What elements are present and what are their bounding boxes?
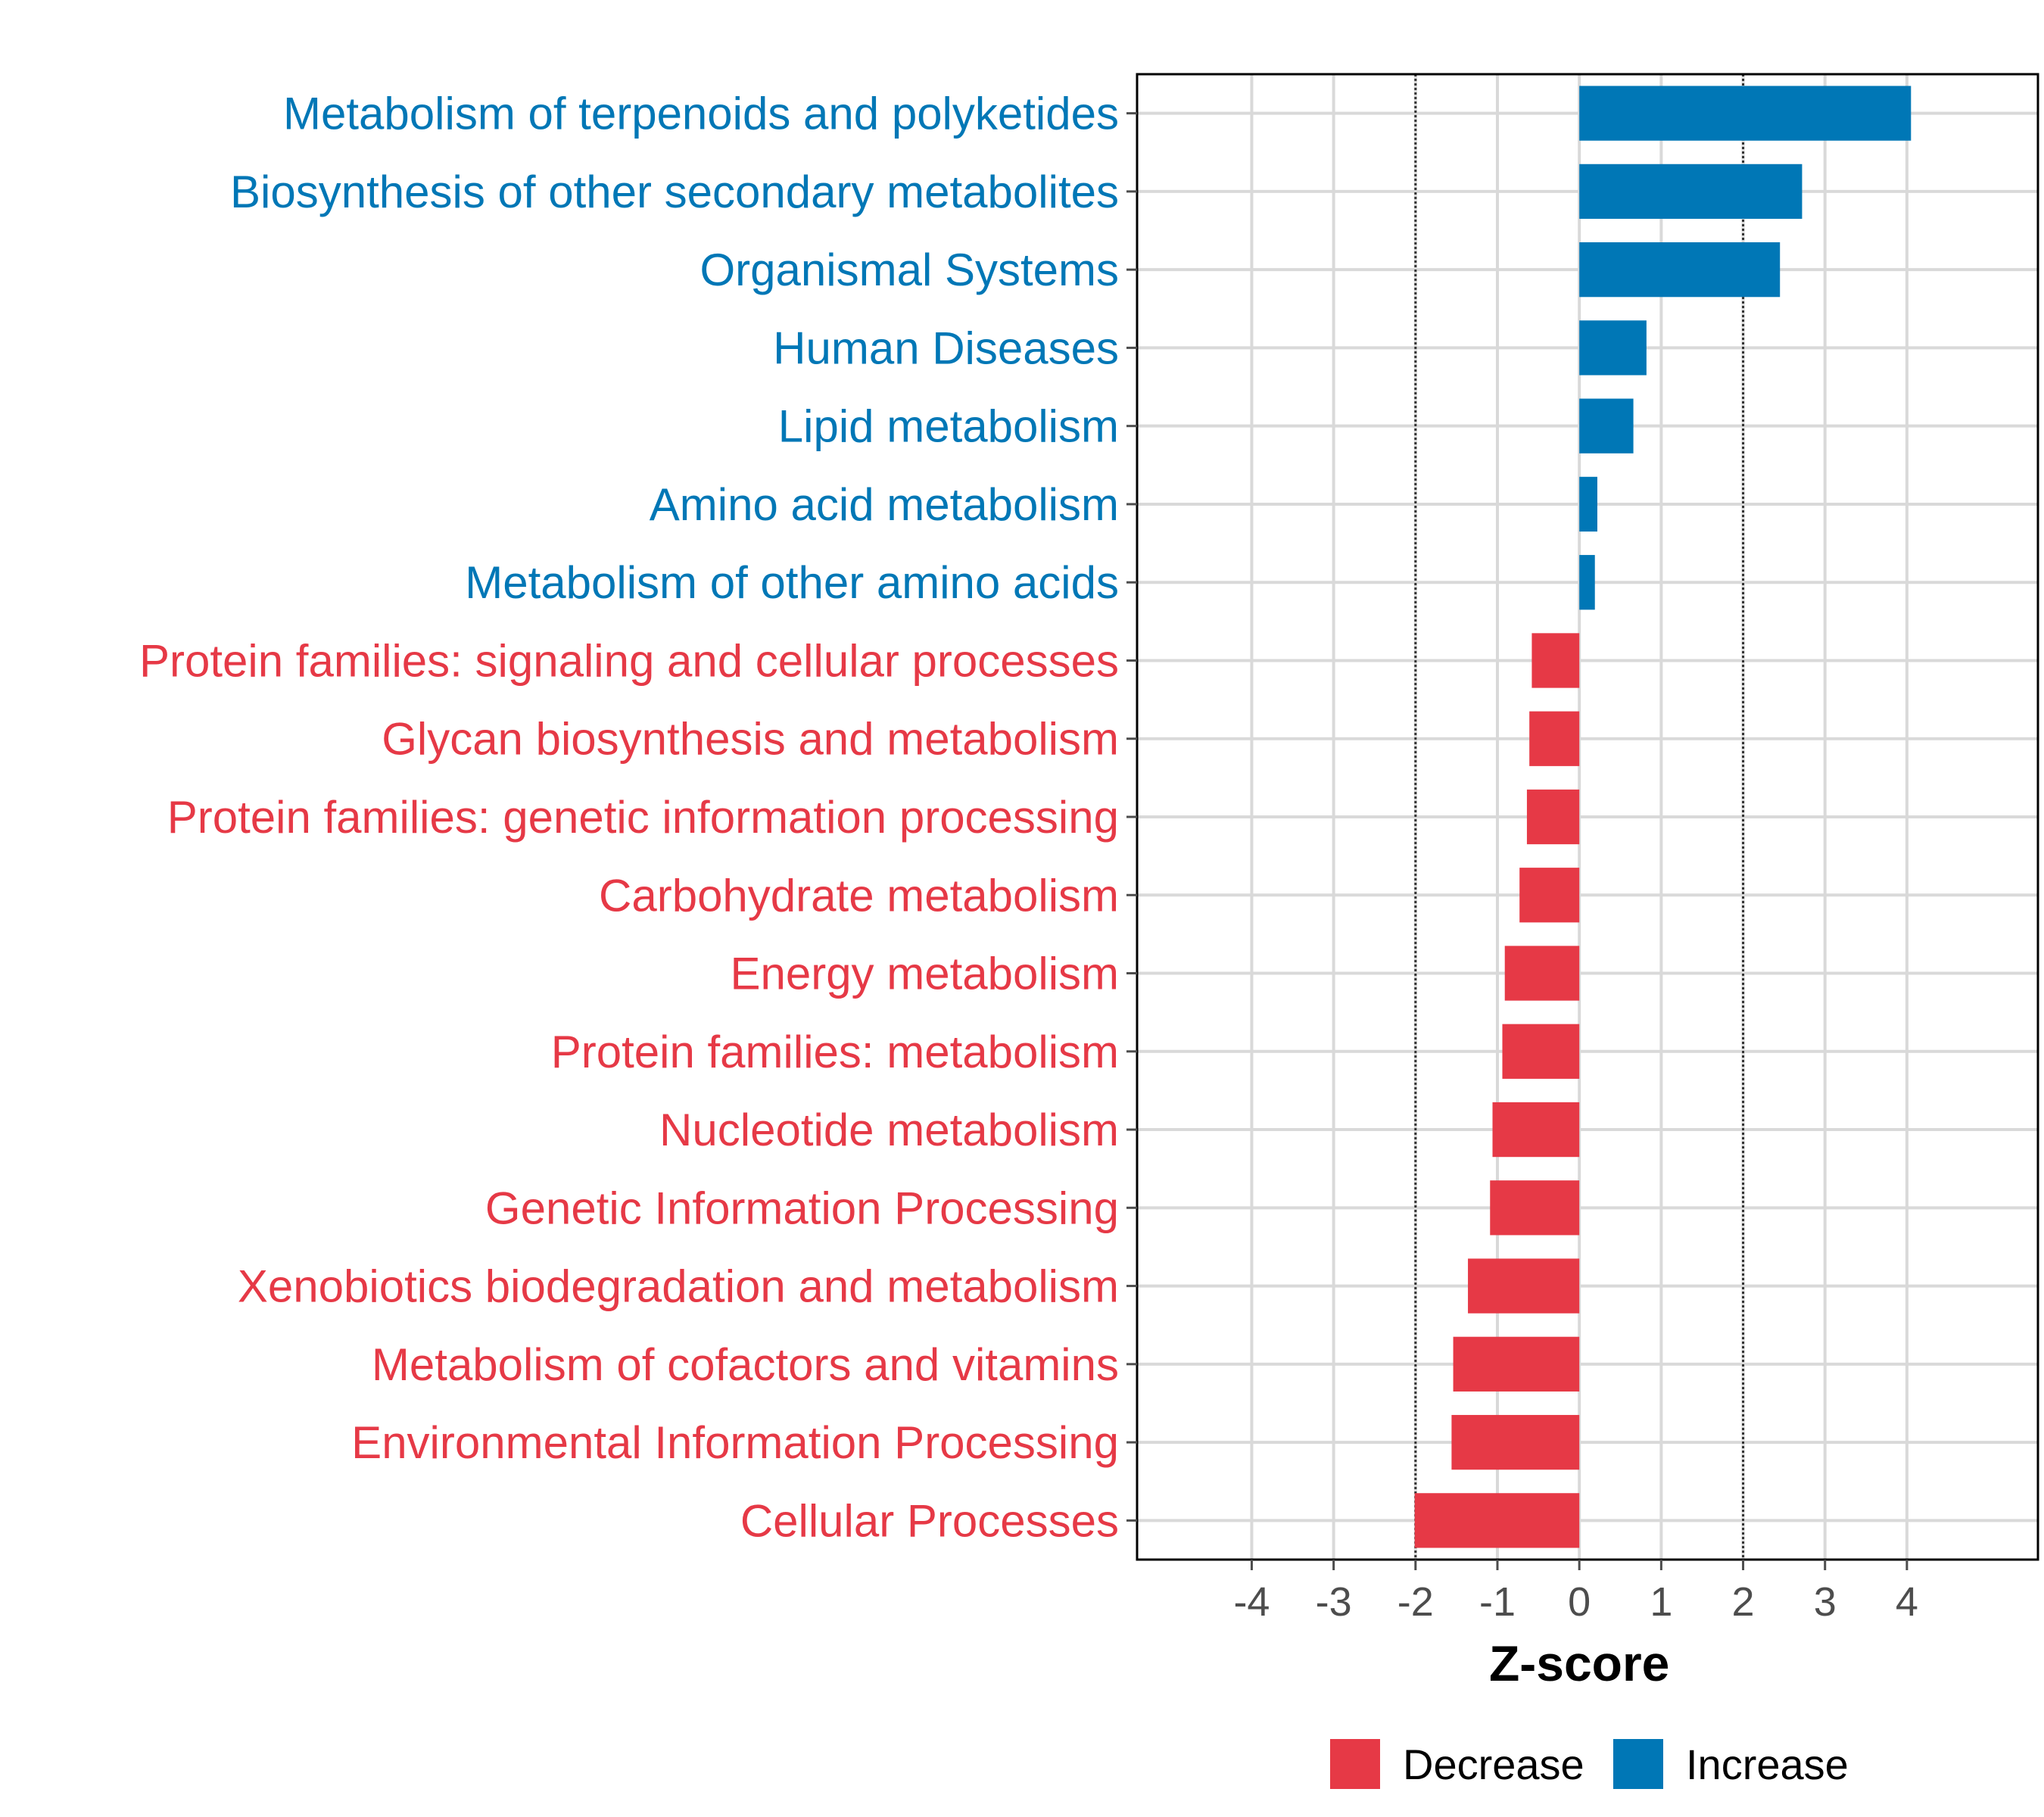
- bar-14: [1490, 1180, 1580, 1236]
- category-label-18: Cellular Processes: [740, 1495, 1119, 1546]
- bar-3: [1579, 320, 1647, 376]
- legend-swatch-decrease: [1330, 1739, 1380, 1789]
- legend-swatch-increase: [1613, 1739, 1663, 1789]
- category-label-12: Protein families: metabolism: [551, 1027, 1119, 1077]
- bar-12: [1502, 1024, 1580, 1079]
- x-tick-label-5: 1: [1650, 1579, 1672, 1625]
- category-label-10: Carbohydrate metabolism: [599, 870, 1119, 921]
- x-tick-label-2: -2: [1397, 1579, 1434, 1625]
- category-label-8: Glycan biosynthesis and metabolism: [382, 714, 1119, 765]
- x-axis-title: Z-score: [1489, 1635, 1669, 1691]
- bar-16: [1453, 1336, 1580, 1392]
- category-label-3: Human Diseases: [773, 323, 1119, 373]
- category-label-4: Lipid metabolism: [778, 401, 1119, 452]
- category-labels: Metabolism of terpenoids and polyketides…: [139, 89, 1119, 1547]
- bar-4: [1579, 398, 1634, 453]
- bar-11: [1504, 946, 1580, 1001]
- bar-18: [1414, 1493, 1580, 1548]
- x-tick-label-8: 4: [1896, 1579, 1918, 1625]
- bar-8: [1529, 711, 1580, 766]
- y-axis-ticks: [1126, 112, 1137, 1522]
- category-label-16: Metabolism of cofactors and vitamins: [372, 1339, 1119, 1390]
- category-label-11: Energy metabolism: [730, 949, 1119, 999]
- bar-1: [1579, 164, 1803, 220]
- category-label-0: Metabolism of terpenoids and polyketides: [283, 89, 1119, 139]
- threshold-lines: [1414, 74, 1745, 1560]
- category-label-1: Biosynthesis of other secondary metaboli…: [230, 167, 1119, 217]
- bar-10: [1519, 868, 1580, 923]
- x-tick-label-1: -3: [1316, 1579, 1352, 1625]
- bar-9: [1526, 789, 1580, 845]
- x-axis-ticks: -4 -3 -2 -1 0 1 2 3 4: [1233, 1560, 1918, 1625]
- legend: Decrease Increase: [1330, 1739, 1849, 1789]
- bar-15: [1468, 1258, 1580, 1314]
- category-label-6: Metabolism of other amino acids: [465, 557, 1119, 608]
- bar-7: [1531, 633, 1580, 688]
- category-label-9: Protein families: genetic information pr…: [167, 792, 1119, 843]
- bar-5: [1579, 476, 1597, 532]
- category-label-14: Genetic Information Processing: [485, 1183, 1119, 1233]
- x-tick-label-6: 2: [1732, 1579, 1755, 1625]
- x-tick-label-4: 0: [1568, 1579, 1591, 1625]
- category-label-15: Xenobiotics biodegradation and metabolis…: [238, 1261, 1119, 1312]
- bar-6: [1579, 555, 1595, 610]
- x-tick-label-3: -1: [1479, 1579, 1516, 1625]
- category-label-17: Environmental Information Processing: [351, 1417, 1119, 1468]
- bar-0: [1579, 86, 1912, 141]
- category-label-13: Nucleotide metabolism: [659, 1105, 1119, 1155]
- bar-2: [1579, 242, 1781, 298]
- category-label-7: Protein families: signaling and cellular…: [139, 635, 1119, 686]
- x-tick-label-7: 3: [1814, 1579, 1837, 1625]
- category-label-2: Organismal Systems: [700, 245, 1119, 295]
- bar-17: [1451, 1414, 1580, 1470]
- legend-label-increase: Increase: [1686, 1741, 1849, 1788]
- bars: [1414, 86, 1912, 1548]
- legend-label-decrease: Decrease: [1403, 1741, 1584, 1788]
- x-tick-label-0: -4: [1233, 1579, 1270, 1625]
- bar-13: [1492, 1102, 1580, 1158]
- category-label-5: Amino acid metabolism: [650, 479, 1119, 530]
